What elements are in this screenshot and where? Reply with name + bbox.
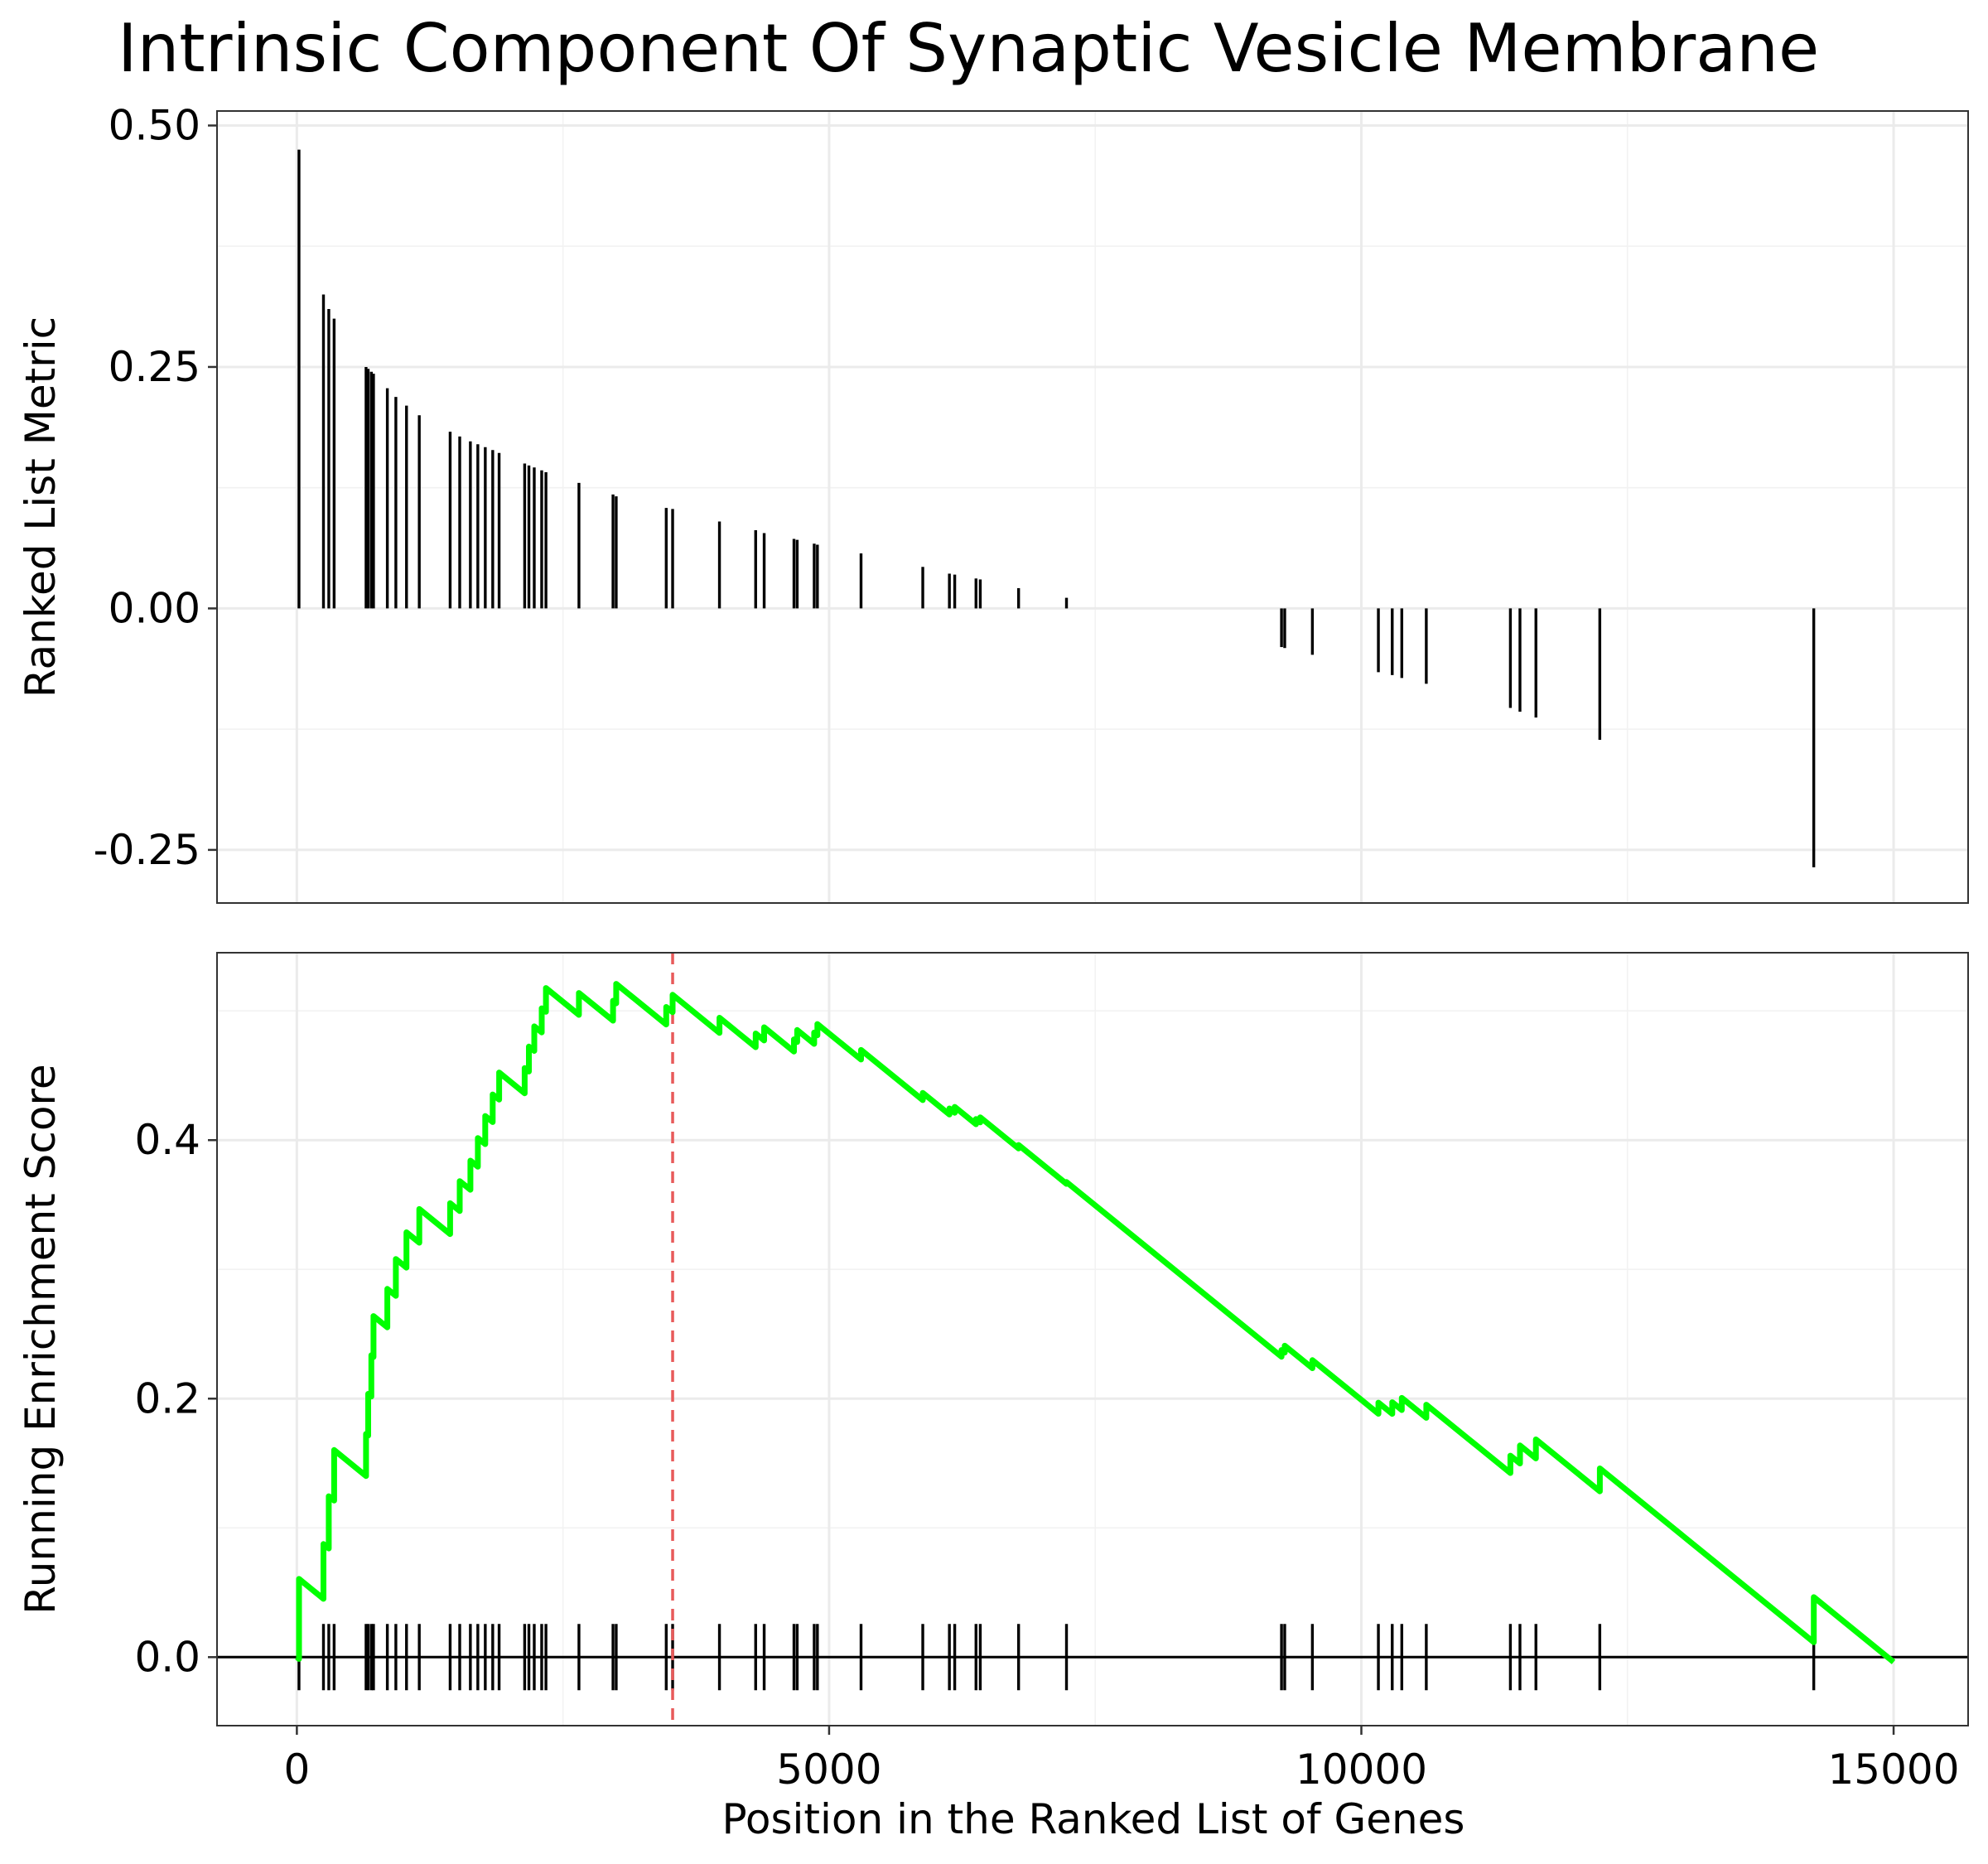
y-tick-label: -0.25: [94, 826, 200, 874]
score-y-ticks: 0.0 0.2 0.4: [134, 1116, 217, 1681]
metric-panel-border: [216, 110, 1969, 904]
metric-bars: [297, 149, 1816, 867]
hit-ticks: [297, 1624, 1816, 1691]
y-tick-label: 0.0: [134, 1633, 200, 1681]
chart-title: Intrinsic Component Of Synaptic Vesicle …: [118, 10, 1819, 87]
metric-gridlines: [217, 111, 1968, 903]
x-tick-label: 10000: [1296, 1746, 1427, 1794]
x-axis: 0 5000 10000 15000: [283, 1726, 1960, 1794]
metric-y-ticks: -0.25 0.00 0.25 0.50: [94, 101, 217, 874]
y-tick-label: 0.25: [109, 343, 200, 391]
y-tick-label: 0.4: [134, 1116, 200, 1164]
x-tick-label: 15000: [1828, 1746, 1960, 1794]
x-tick-label: 5000: [776, 1746, 881, 1794]
y-tick-label: 0.2: [134, 1374, 200, 1422]
x-axis-label: Position in the Ranked List of Genes: [722, 1795, 1465, 1843]
metric-y-axis-label: Ranked List Metric: [17, 316, 65, 698]
y-tick-label: 0.50: [109, 101, 200, 149]
y-tick-label: 0.00: [109, 584, 200, 632]
metric-panel: -0.25 0.00 0.25 0.50 Ranked List Metric: [17, 101, 1969, 904]
score-gridlines: [217, 953, 1968, 1726]
running-score-line: [295, 981, 1896, 1664]
score-panel-border: [216, 952, 1969, 1726]
x-tick-label: 0: [283, 1746, 310, 1794]
score-y-axis-label: Running Enrichment Score: [17, 1064, 65, 1614]
running-score-panel: 0.0 0.2 0.4 Running Enrichment Score: [17, 952, 1969, 1726]
